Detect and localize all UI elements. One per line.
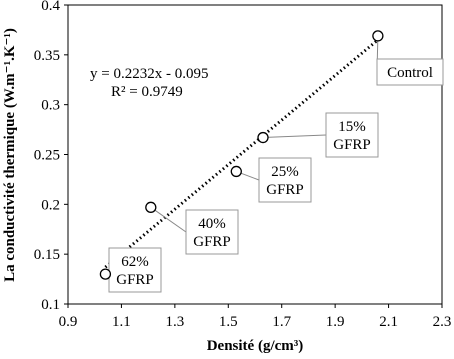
point-label: 40% <box>198 216 226 232</box>
label-box <box>108 247 162 293</box>
point-label: GFRP <box>116 272 154 288</box>
point-label: 62% <box>121 254 149 270</box>
point-label: 25% <box>271 164 299 180</box>
equation: y = 0.2232x - 0.095 <box>90 66 208 82</box>
y-tick-label: 0.35 <box>34 48 60 64</box>
label-box <box>325 112 379 158</box>
y-axis-title: La conductivité thermique (W.m⁻¹.K⁻¹) <box>2 28 18 282</box>
x-axis-title: Densité (g/cm³) <box>207 338 304 354</box>
leader-line <box>262 134 327 139</box>
point-label: GFRP <box>333 137 371 153</box>
label-box <box>258 157 312 203</box>
x-tick-label: 1.3 <box>165 314 184 330</box>
x-tick-label: 2.1 <box>379 314 398 330</box>
y-tick-label: 0.4 <box>41 0 60 14</box>
point-label: Control <box>387 65 433 81</box>
point <box>372 30 384 42</box>
leader-line <box>150 206 187 233</box>
label-box <box>185 209 239 255</box>
point <box>145 201 157 213</box>
x-tick-label: 1.1 <box>112 314 131 330</box>
label-box <box>376 58 444 86</box>
y-tick-label: 0.15 <box>34 247 60 263</box>
point-label: 15% <box>338 119 366 135</box>
point <box>230 165 242 178</box>
point-label: GFRP <box>266 182 304 198</box>
x-tick-label: 1.9 <box>326 314 345 330</box>
x-tick-label: 1.5 <box>219 314 238 330</box>
x-tick-label: 0.9 <box>59 314 78 330</box>
x-tick-label: 1.7 <box>272 314 291 330</box>
point <box>257 131 269 144</box>
y-tick-label: 0.2 <box>41 197 60 213</box>
y-tick-label: 0.3 <box>41 98 60 114</box>
y-tick-label: 0.25 <box>34 148 60 164</box>
y-tick-label: 0.1 <box>41 297 60 313</box>
point-label: GFRP <box>193 234 231 250</box>
x-tick-label: 2.3 <box>433 314 452 330</box>
trendline <box>104 38 379 269</box>
point <box>99 268 112 280</box>
r-squared: R² = 0.9749 <box>111 84 183 100</box>
